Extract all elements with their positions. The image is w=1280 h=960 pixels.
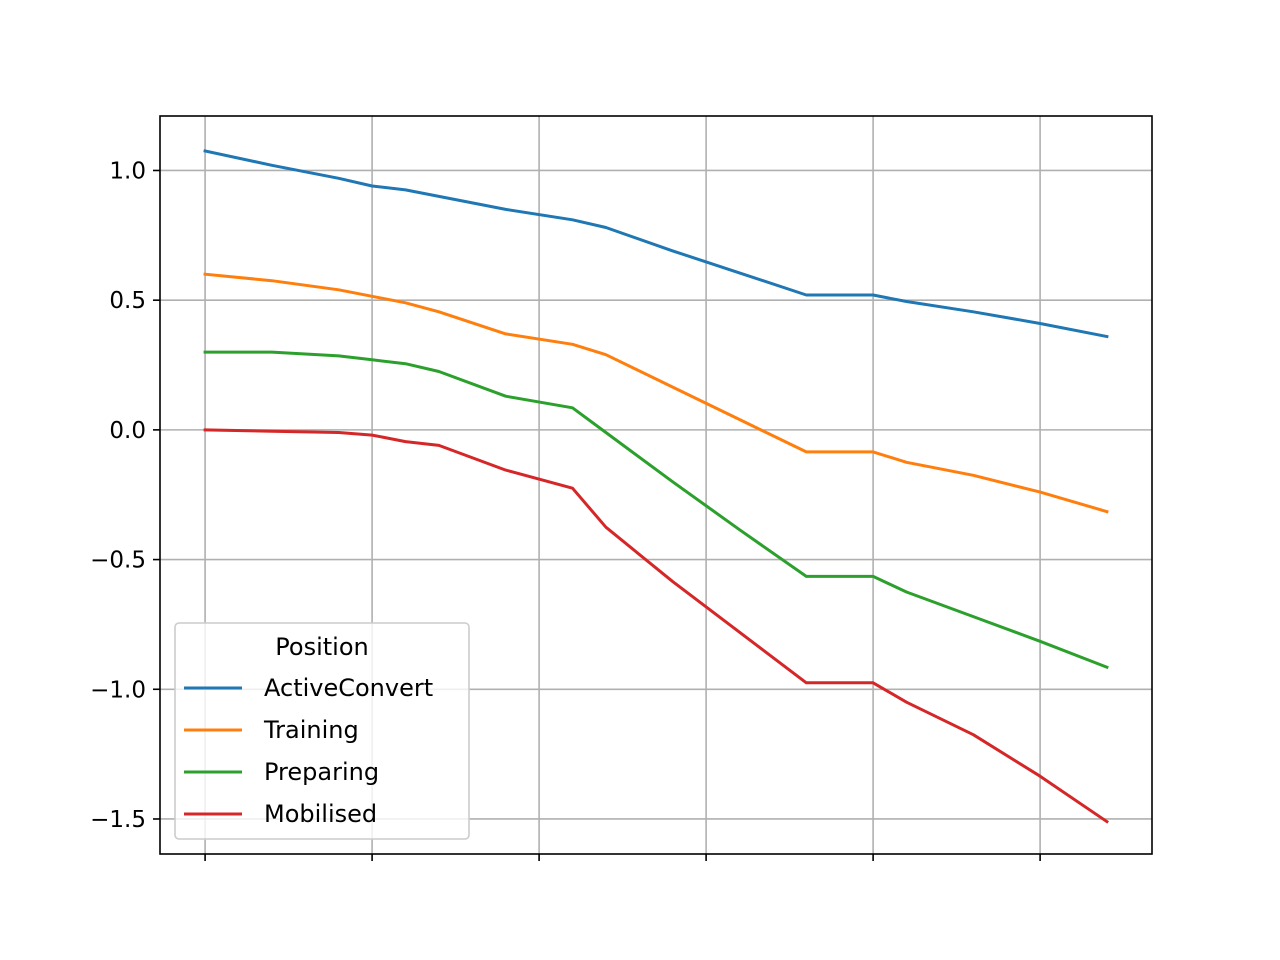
x-axis <box>204 854 1041 861</box>
grid <box>160 116 1152 854</box>
y-tick-label-1: 0.5 <box>109 288 146 314</box>
y-axis: 1.0 0.5 0.0 −0.5 −1.0 −1.5 <box>90 158 160 833</box>
y-tick-label-0: 1.0 <box>109 158 146 184</box>
legend-box <box>174 622 470 840</box>
legend-title: Position <box>275 633 368 661</box>
series-layer <box>203 149 1109 824</box>
y-tick-label-2: 0.0 <box>109 418 146 444</box>
legend-label-activeconvert: ActiveConvert <box>264 674 433 702</box>
legend-label-preparing: Preparing <box>264 758 379 786</box>
legend: Position ActiveConvert Training Preparing M… <box>174 622 470 840</box>
series-line-activeconvert <box>203 149 1109 339</box>
y-tick-label-4: −1.0 <box>90 677 146 703</box>
y-tick-label-3: −0.5 <box>90 548 146 574</box>
series-line-mobilised <box>203 428 1109 824</box>
y-tick-label-5: −1.5 <box>90 807 146 833</box>
legend-label-training: Training <box>263 716 359 744</box>
plot-frame <box>159 115 1153 855</box>
legend-items: ActiveConvert Training Preparing Mobilised <box>184 674 433 828</box>
series-line-training <box>203 272 1109 514</box>
series-line-preparing <box>203 350 1109 670</box>
legend-label-mobilised: Mobilised <box>264 800 377 828</box>
